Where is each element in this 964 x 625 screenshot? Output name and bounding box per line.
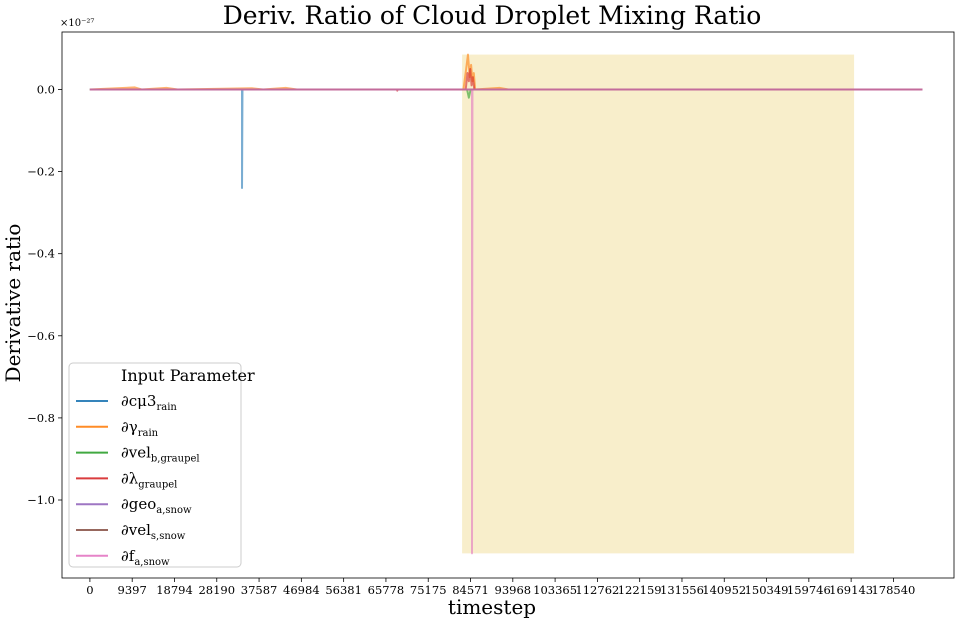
y-tick-label: −0.6 — [27, 329, 55, 343]
y-tick-label: −1.0 — [27, 493, 55, 507]
legend-subscript: a,snow — [156, 505, 192, 516]
x-tick-label: 75175 — [410, 583, 447, 597]
y-exponent-label: ×10⁻²⁷ — [60, 18, 94, 29]
y-tick-label: −0.8 — [27, 411, 55, 425]
x-tick-label: 9397 — [118, 583, 147, 597]
x-tick-label: 131556 — [660, 583, 704, 597]
x-tick-label: 169143 — [829, 583, 873, 597]
legend-item-1: ∂cμ3rain — [121, 392, 177, 413]
axes-frame — [61, 31, 955, 579]
x-tick-label: 0 — [86, 583, 93, 597]
series-line-7 — [89, 88, 923, 555]
x-tick-label: 46984 — [283, 583, 320, 597]
legend-symbol: ∂cμ3 — [121, 392, 156, 410]
y-tick-label: 0.0 — [37, 82, 55, 96]
y-axis-label: Derivative ratio — [1, 224, 25, 383]
x-tick-label: 65778 — [368, 583, 405, 597]
legend: Input Parameter∂cμ3rain∂γrain∂velb,graup… — [68, 362, 255, 568]
legend-item-2: ∂γrain — [121, 418, 159, 439]
x-tick-label: 18794 — [156, 583, 193, 597]
legend-item-7: ∂fa,snow — [121, 547, 170, 568]
legend-subscript: a,snow — [134, 557, 170, 568]
legend-symbol: ∂γ — [121, 418, 138, 436]
chart-title: Deriv. Ratio of Cloud Droplet Mixing Rat… — [223, 1, 762, 30]
x-tick-label: 84571 — [452, 583, 489, 597]
x-tick-label: 37587 — [241, 583, 278, 597]
legend-symbol: ∂vel — [121, 521, 151, 539]
legend-symbol: ∂f — [121, 547, 136, 565]
legend-symbol: ∂geo — [121, 495, 156, 513]
legend-symbol: ∂vel — [121, 444, 151, 462]
plot-area: 0 9397 18794 28190 37587 46984 56381 65778 75175… — [27, 31, 955, 597]
x-tick-label: 28190 — [198, 583, 235, 597]
legend-title: Input Parameter — [121, 366, 255, 385]
x-tick-label: 56381 — [325, 583, 362, 597]
x-tick-label: 112762 — [575, 583, 619, 597]
legend-symbol: ∂λ — [121, 469, 139, 487]
x-tick-label: 150349 — [745, 583, 789, 597]
x-tick-label: 178540 — [871, 583, 915, 597]
x-tick-label: 140952 — [702, 583, 746, 597]
legend-box — [68, 362, 242, 568]
x-tick-label: 93968 — [495, 583, 532, 597]
x-axis-label: timestep — [448, 595, 536, 619]
x-tick-label: 159746 — [787, 583, 831, 597]
legend-item-4: ∂λgraupel — [121, 469, 177, 490]
series-line-4 — [89, 67, 923, 92]
x-tick-label: 122159 — [618, 583, 662, 597]
legend-item-5: ∂geoa,snow — [121, 495, 192, 516]
legend-subscript: s,snow — [151, 531, 186, 542]
legend-subscript: rain — [138, 428, 159, 439]
legend-subscript: rain — [156, 402, 177, 413]
legend-subscript: b,graupel — [151, 454, 200, 465]
highlight-region — [462, 54, 855, 554]
legend-item-6: ∂vels,snow — [121, 521, 186, 542]
legend-item-3: ∂velb,graupel — [121, 444, 200, 465]
x-tick-label: 103365 — [533, 583, 577, 597]
y-tick-label: −0.2 — [27, 165, 55, 179]
legend-subscript: graupel — [138, 479, 177, 490]
y-tick-label: −0.4 — [27, 247, 55, 261]
